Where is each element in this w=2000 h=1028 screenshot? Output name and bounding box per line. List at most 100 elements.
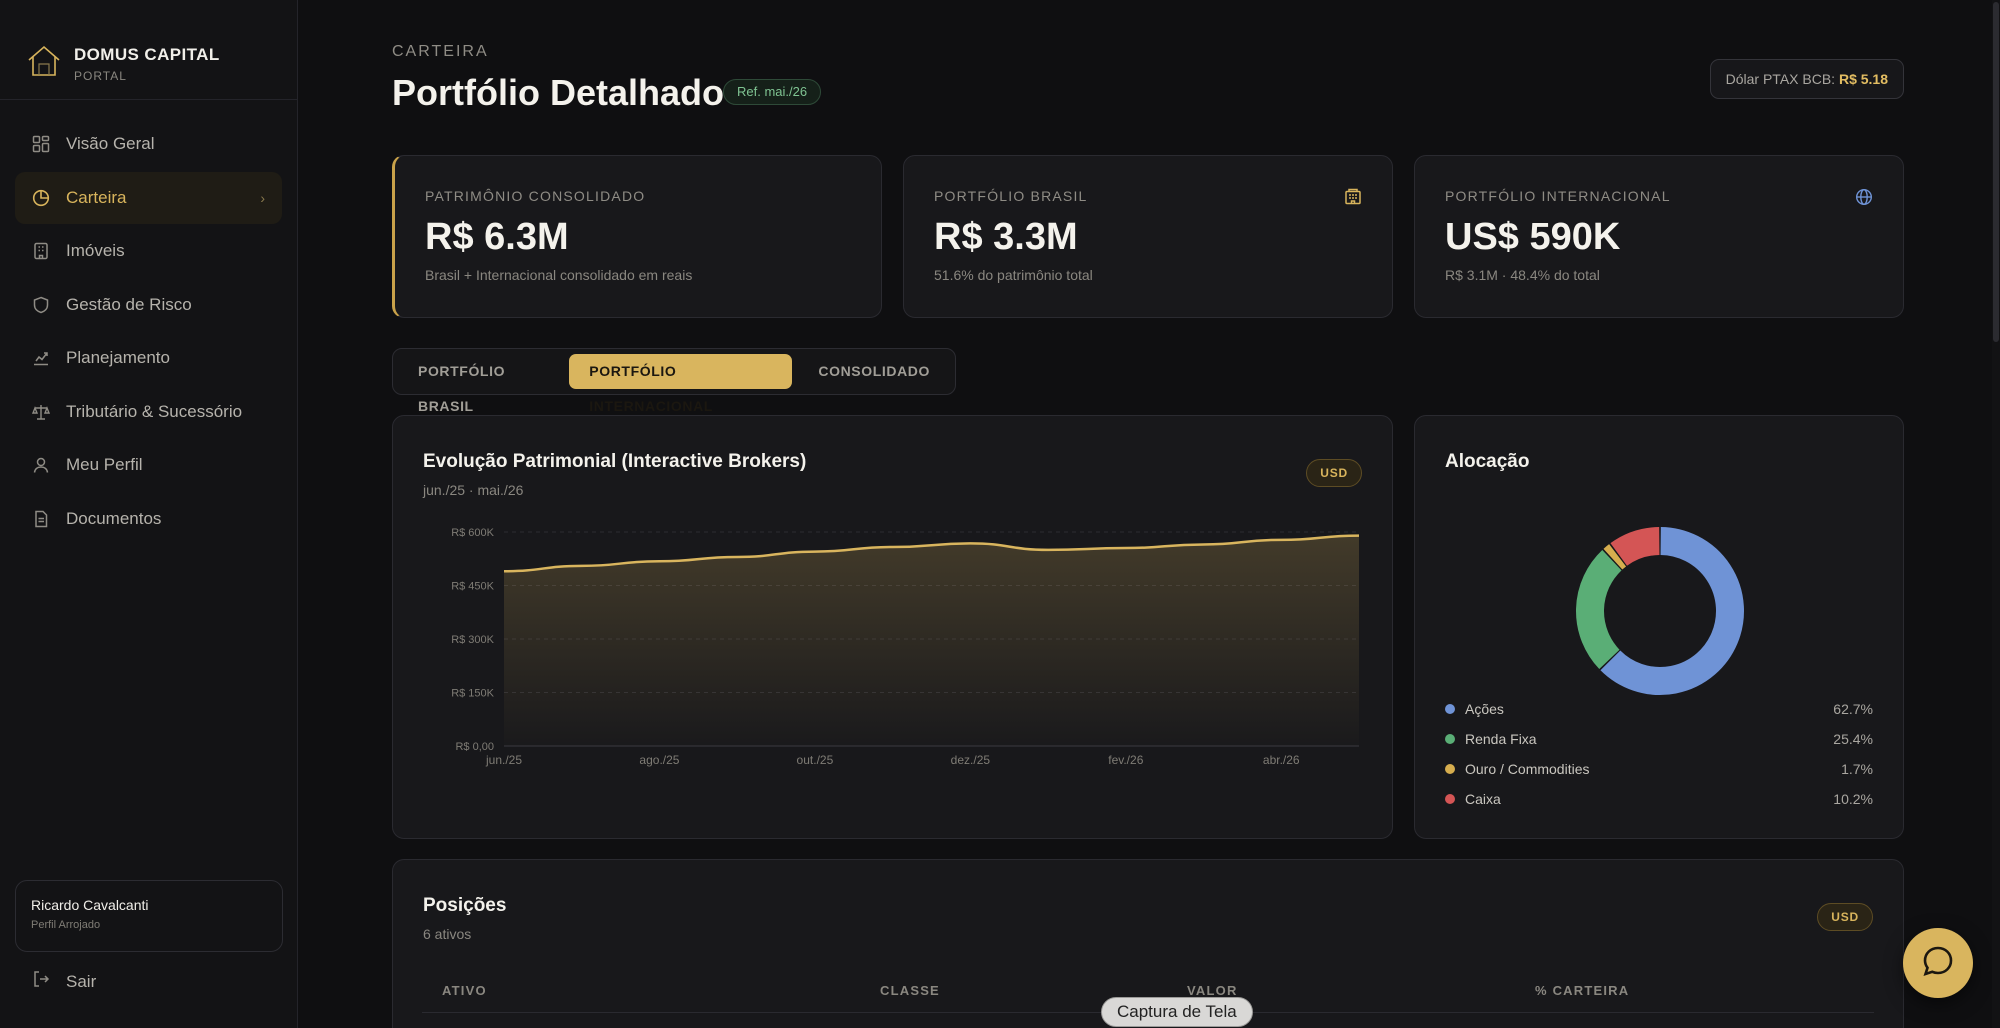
brand-sub: PORTAL [74, 68, 127, 83]
screen-capture-label[interactable]: Captura de Tela [1101, 997, 1253, 1027]
sidebar-item-visao-geral[interactable]: Visão Geral [15, 118, 282, 170]
globe-icon [1855, 188, 1873, 211]
positions-count: 6 ativos [423, 926, 472, 942]
legend-label: Caixa [1465, 791, 1501, 807]
legend-dot [1445, 764, 1455, 774]
house-logo-icon [26, 43, 62, 84]
user-name: Ricardo Cavalcanti [31, 897, 149, 913]
column-header-ativo[interactable]: ATIVO [442, 983, 487, 998]
donut-slice[interactable] [1600, 527, 1744, 695]
ptax-value: R$ 5.18 [1838, 71, 1888, 87]
donut-slice[interactable] [1610, 527, 1661, 567]
sidebar-item-documentos[interactable]: Documentos [15, 493, 282, 545]
sidebar-item-carteira[interactable]: Carteira › [15, 171, 282, 224]
evolution-chart-card: Evolução Patrimonial (Interactive Broker… [392, 415, 1393, 839]
user-card[interactable]: Ricardo Cavalcanti Perfil Arrojado [15, 880, 283, 952]
document-icon [32, 510, 50, 528]
series-line[interactable] [503, 534, 1360, 573]
stat-value: US$ 590K [1445, 216, 1621, 258]
building-icon [1344, 188, 1362, 211]
allocation-donut [1576, 527, 1744, 695]
legend-dot [1445, 794, 1455, 804]
x-tick-label: dez./25 [951, 753, 991, 767]
column-header-classe[interactable]: CLASSE [880, 983, 940, 998]
stat-sub: R$ 3.1M · 48.4% do total [1445, 267, 1600, 283]
stat-sub: 51.6% do patrimônio total [934, 267, 1093, 283]
ptax-label: Dólar PTAX BCB: [1725, 71, 1836, 87]
y-tick-label: R$ 150K [451, 688, 494, 700]
legend-pct: 1.7% [1841, 761, 1873, 777]
tab-consolidado[interactable]: CONSOLIDADO [818, 363, 930, 379]
reference-badge: Ref. mai./26 [723, 79, 822, 105]
legend-item-renda-fixa: Renda Fixa 25.4% [1445, 729, 1873, 749]
chat-button[interactable] [1903, 928, 1973, 998]
portfolio-tabs: PORTFÓLIO BRASIL PORTFÓLIO INTERNACIONAL… [392, 348, 956, 414]
x-tick-label: jun./25 [485, 753, 522, 767]
stat-sub: Brasil + Internacional consolidado em re… [425, 267, 693, 283]
plan-icon [32, 349, 50, 367]
sidebar-item-label: Tributário & Sucessório [66, 401, 243, 421]
stat-card-brasil: PORTFÓLIO BRASIL R$ 3.3M 51.6% do patrim… [903, 155, 1393, 318]
logout-button[interactable]: Sair [32, 970, 96, 993]
ptax-rate-badge: Dólar PTAX BCB: R$ 5.18 [1709, 59, 1904, 99]
x-tick-label: out./25 [797, 753, 834, 767]
allocation-title: Alocação [1445, 451, 1530, 472]
tab-portfolio-internacional[interactable]: PORTFÓLIO INTERNACIONAL [569, 354, 793, 414]
positions-title: Posições [423, 895, 507, 916]
legend-pct: 62.7% [1833, 701, 1873, 717]
sidebar-item-planejamento[interactable]: Planejamento [15, 332, 282, 384]
legend-dot [1445, 704, 1455, 714]
pie-chart-icon [32, 189, 50, 207]
donut-slice[interactable] [1576, 549, 1622, 670]
y-tick-label: R$ 300K [451, 634, 494, 646]
stat-label: PORTFÓLIO BRASIL [934, 188, 1088, 204]
series-area [504, 535, 1359, 746]
x-tick-label: ago./25 [639, 753, 679, 767]
scrollbar-thumb[interactable] [1993, 2, 1999, 342]
user-role: Perfil Arrojado [31, 919, 101, 931]
sidebar-item-label: Gestão de Risco [66, 294, 192, 314]
allocation-card: Alocação Ações 62.7% Renda Fixa 25.4% Ou… [1414, 415, 1904, 839]
currency-badge: USD [1817, 903, 1873, 931]
sidebar-item-meu-perfil[interactable]: Meu Perfil [15, 439, 282, 491]
evolution-chart: R$ 600K R$ 450K R$ 300K R$ 150K R$ 0,00jun./… [451, 527, 1360, 767]
legend-item-acoes: Ações 62.7% [1445, 699, 1873, 719]
sidebar-item-label: Planejamento [66, 348, 170, 367]
sidebar: DOMUS CAPITAL PORTAL Visão Geral Carteir… [0, 0, 298, 1028]
legend-pct: 10.2% [1833, 791, 1873, 807]
page-title: Portfólio Detalhado [392, 72, 724, 113]
logout-icon [32, 970, 50, 993]
stat-value: R$ 6.3M [425, 216, 569, 258]
stat-card-internacional: PORTFÓLIO INTERNACIONAL US$ 590K R$ 3.1M… [1414, 155, 1904, 318]
legend-label: Ações [1465, 701, 1504, 717]
sidebar-item-label: Documentos [66, 508, 162, 528]
column-header-carteira[interactable]: % CARTEIRA [1535, 983, 1630, 998]
dashboard-icon [32, 135, 50, 153]
y-tick-label: R$ 450K [451, 581, 494, 593]
legend-pct: 25.4% [1833, 731, 1873, 747]
page-scrollbar[interactable] [1992, 0, 2000, 1028]
stat-value: R$ 3.3M [934, 216, 1078, 258]
legend-item-ouro: Ouro / Commodities 1.7% [1445, 759, 1873, 779]
scale-icon [32, 403, 50, 421]
sidebar-nav: Visão Geral Carteira › Imóveis Gestão de… [0, 100, 297, 564]
brand[interactable]: DOMUS CAPITAL PORTAL [0, 0, 297, 100]
sidebar-item-label: Meu Perfil [66, 455, 143, 474]
legend-label: Ouro / Commodities [1465, 761, 1590, 777]
column-header-valor[interactable]: VALOR [1187, 983, 1238, 998]
stat-label: PORTFÓLIO INTERNACIONAL [1445, 188, 1671, 204]
shield-icon [32, 296, 50, 314]
chevron-right-icon: › [260, 189, 265, 206]
sidebar-item-gestao-de-risco[interactable]: Gestão de Risco [15, 279, 282, 331]
x-tick-label: abr./26 [1263, 753, 1300, 767]
chart-title: Evolução Patrimonial (Interactive Broker… [423, 451, 807, 472]
sidebar-item-label: Carteira [66, 187, 127, 207]
sidebar-item-tributario[interactable]: Tributário & Sucessório [15, 386, 282, 438]
building-icon [32, 242, 50, 260]
sidebar-item-imoveis[interactable]: Imóveis [15, 225, 282, 277]
currency-badge: USD [1306, 459, 1362, 487]
user-icon [32, 456, 50, 474]
tab-portfolio-brasil[interactable]: PORTFÓLIO BRASIL [418, 363, 506, 414]
donut-slice[interactable] [1603, 544, 1627, 570]
y-tick-label: R$ 600K [451, 527, 494, 539]
